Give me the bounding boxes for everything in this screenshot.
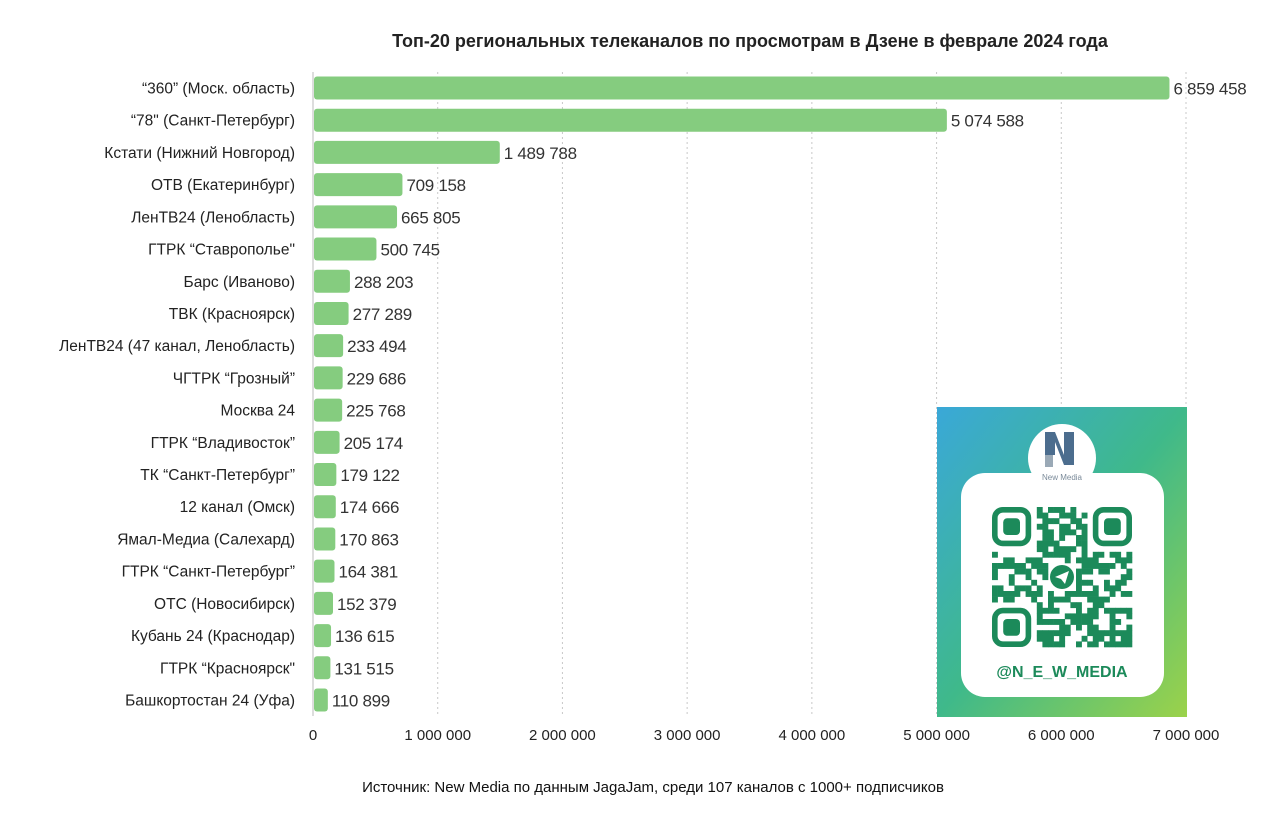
category-label: 12 канал (Омск) — [180, 499, 295, 516]
value-label: 500 745 — [380, 241, 439, 260]
category-label: ОТС (Новосибирск) — [154, 596, 295, 613]
bar — [314, 463, 337, 487]
logo-text: New Media — [1042, 473, 1083, 482]
qr-finder — [1092, 506, 1132, 547]
source-note: Источник: New Media по данным JagaJam, с… — [362, 779, 944, 796]
category-label: Кубань 24 (Краснодар) — [131, 628, 295, 645]
category-label: Барс (Иваново) — [184, 274, 295, 291]
value-label: 152 379 — [337, 595, 396, 614]
category-label: ЧГТРК “Грозный” — [173, 370, 295, 387]
bar — [314, 656, 331, 680]
x-tick-label: 4 000 000 — [778, 727, 845, 744]
bar — [314, 624, 332, 648]
bar — [314, 398, 343, 422]
value-label: 233 494 — [347, 337, 406, 356]
bar — [314, 205, 398, 229]
category-label: ГТРК “Санкт-Петербург” — [122, 564, 295, 581]
bar — [314, 591, 334, 615]
chart-title: Топ-20 региональных телеканалов по просм… — [392, 31, 1109, 51]
category-label: “78" (Санкт-Петербург) — [131, 113, 295, 130]
x-tick-label: 2 000 000 — [529, 727, 596, 744]
bar — [314, 301, 349, 325]
bar — [314, 76, 1170, 100]
category-label: ЛенТВ24 (47 канал, Ленобласть) — [59, 338, 295, 355]
bar — [314, 366, 343, 390]
value-label: 110 899 — [332, 692, 390, 711]
x-tick-label: 3 000 000 — [654, 727, 721, 744]
value-label: 709 158 — [406, 176, 465, 195]
category-label: Москва 24 — [221, 403, 296, 420]
bar — [314, 108, 947, 132]
bar — [314, 688, 328, 712]
value-label: 5 074 588 — [951, 112, 1024, 131]
category-label: ЛенТВ24 (Ленобласть) — [131, 209, 295, 226]
x-tick-label: 5 000 000 — [903, 727, 970, 744]
x-tick-label: 7 000 000 — [1153, 727, 1220, 744]
x-tick-label: 6 000 000 — [1028, 727, 1095, 744]
bar — [314, 334, 344, 358]
category-label: ТВК (Красноярск) — [169, 306, 295, 323]
value-label: 174 666 — [340, 498, 399, 517]
bar — [314, 237, 377, 261]
category-label: ГТРК “Владивосток” — [151, 435, 295, 452]
bar — [314, 269, 350, 293]
value-label: 205 174 — [344, 434, 403, 453]
bar — [314, 430, 340, 454]
value-label: 6 859 458 — [1173, 80, 1246, 99]
bar — [314, 173, 403, 197]
qr-handle: @N_E_W_MEDIA — [996, 664, 1128, 681]
bar — [314, 495, 336, 519]
bar — [314, 527, 336, 551]
value-label: 225 768 — [346, 402, 405, 421]
category-label: Кстати (Нижний Новгород) — [104, 145, 295, 162]
value-label: 288 203 — [354, 273, 413, 292]
value-label: 179 122 — [340, 466, 399, 485]
value-label: 1 489 788 — [504, 144, 577, 163]
bar — [314, 140, 500, 164]
value-label: 164 381 — [339, 563, 398, 582]
qr-finder — [991, 607, 1032, 647]
category-label: ГТРК “Ставрополье" — [148, 242, 295, 259]
category-label: “360” (Моск. область) — [142, 81, 295, 98]
value-label: 131 515 — [334, 659, 393, 678]
category-label: ОТВ (Екатеринбург) — [151, 177, 295, 194]
value-label: 136 615 — [335, 627, 394, 646]
value-label: 665 805 — [401, 208, 460, 227]
value-label: 229 686 — [347, 369, 406, 388]
x-tick-label: 1 000 000 — [404, 727, 471, 744]
qr-code — [991, 506, 1133, 648]
category-label: Ямал-Медиа (Салехард) — [117, 531, 295, 548]
qr-finder — [991, 506, 1032, 547]
category-label: Башкортостан 24 (Уфа) — [125, 693, 295, 710]
bar — [314, 559, 335, 583]
value-label: 170 863 — [339, 530, 398, 549]
category-label: ТК “Санкт-Петербург” — [140, 467, 295, 484]
category-label: ГТРК “Красноярск" — [160, 660, 295, 677]
qr-card[interactable]: New Media @N_E_W_MEDIA — [937, 407, 1187, 717]
x-tick-label: 0 — [309, 727, 317, 744]
new-media-logo-icon: New Media — [1042, 432, 1083, 482]
value-label: 277 289 — [353, 305, 412, 324]
